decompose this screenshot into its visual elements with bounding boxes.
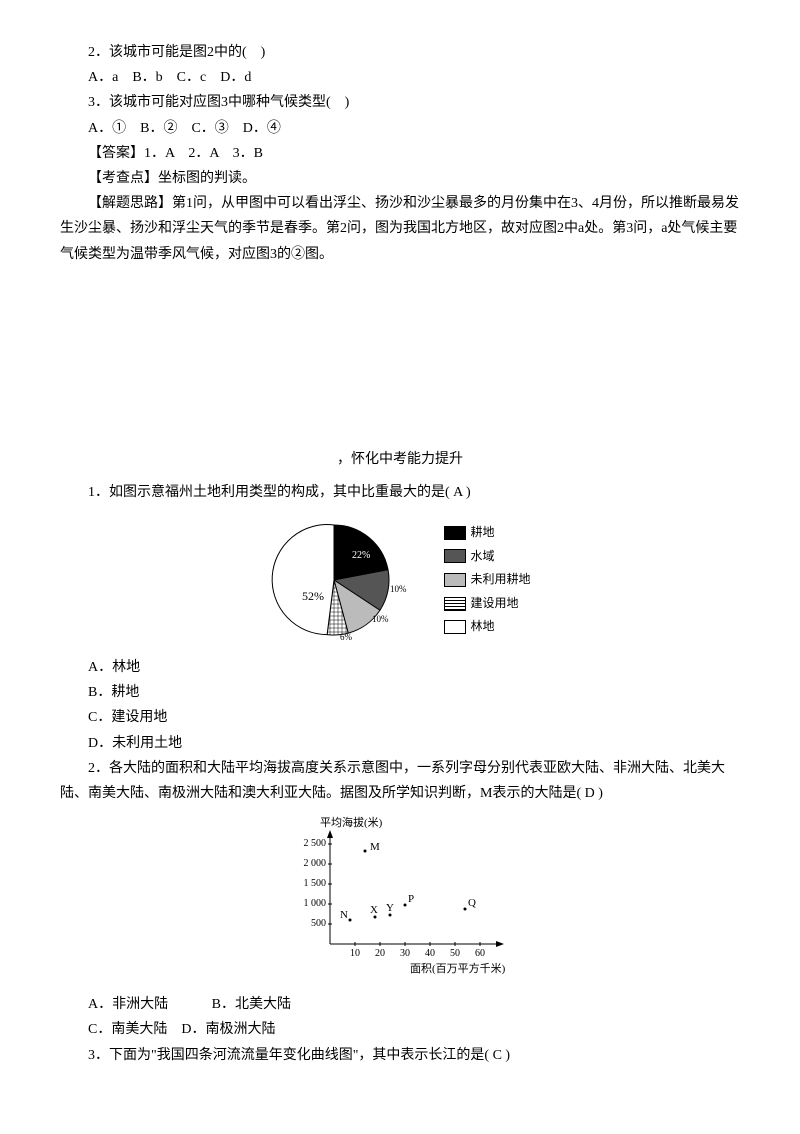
ytick: 500 <box>311 918 326 929</box>
xtick: 30 <box>400 948 410 959</box>
legend-label: 林地 <box>470 616 494 638</box>
pie-chart: 22% 10% 10% 6% 52% <box>269 515 429 645</box>
problem-2-text: 2．各大陆的面积和大陆平均海拔高度关系示意图中，一系列字母分别代表亚欧大陆、非洲… <box>60 756 740 806</box>
point-label: X <box>370 904 378 916</box>
xtick: 60 <box>475 948 485 959</box>
opt-b: B．北美大陆 <box>212 997 291 1012</box>
xtick: 10 <box>350 948 360 959</box>
problem-1-opt-b: B．耕地 <box>60 680 740 705</box>
legend-label: 建设用地 <box>470 593 518 615</box>
question-2-options: A．a B．b C．c D．d <box>60 65 740 90</box>
pie-label-10a: 10% <box>390 584 407 594</box>
problem-1-opt-c: C．建设用地 <box>60 705 740 730</box>
legend-item: 林地 <box>444 616 530 638</box>
xtick: 40 <box>425 948 435 959</box>
problem-1-opt-d: D．未利用土地 <box>60 731 740 756</box>
ytick: 2 500 <box>304 838 327 849</box>
scatter-xlabel: 面积(百万平方千米) <box>410 961 506 975</box>
question-2: 2．该城市可能是图2中的( ) <box>60 40 740 65</box>
pie-label-10b: 10% <box>372 614 389 624</box>
legend-label: 耕地 <box>470 522 494 544</box>
answer-line: 【答案】1．A 2．A 3．B <box>60 141 740 166</box>
legend-label: 未利用耕地 <box>470 569 530 591</box>
legend-label: 水域 <box>470 546 494 568</box>
problem-1-opt-a: A．林地 <box>60 655 740 680</box>
xtick: 50 <box>450 948 460 959</box>
pie-label-6: 6% <box>340 632 353 642</box>
scatter-chart: 平均海拔(米) 500 1 000 1 500 2 000 2 500 10 2… <box>270 814 530 984</box>
explanation: 【解题思路】第1问，从甲图中可以看出浮尘、扬沙和沙尘暴最多的月份集中在3、4月份… <box>60 191 740 267</box>
problem-2-opts-row1: A．非洲大陆 B．北美大陆 <box>60 992 740 1017</box>
ytick: 1 500 <box>304 878 327 889</box>
exam-point: 【考查点】坐标图的判读。 <box>60 166 740 191</box>
question-3-options: A．① B．② C．③ D．④ <box>60 116 740 141</box>
legend-item: 未利用耕地 <box>444 569 530 591</box>
pie-chart-container: 22% 10% 10% 6% 52% 耕地 水域 未利用耕地 建设用地 林地 <box>60 515 740 645</box>
legend-item: 建设用地 <box>444 593 530 615</box>
problem-2-opts-row2: C．南美大陆 D．南极洲大陆 <box>60 1017 740 1042</box>
pie-label-22: 22% <box>352 550 370 561</box>
pie-label-52: 52% <box>302 589 324 603</box>
legend-item: 水域 <box>444 546 530 568</box>
point-label: M <box>370 841 380 853</box>
point-label: N <box>340 909 348 921</box>
problem-3-text: 3．下面为"我国四条河流流量年变化曲线图"，其中表示长江的是( C ) <box>60 1043 740 1068</box>
opt-a: A．非洲大陆 <box>88 997 168 1012</box>
pie-legend: 耕地 水域 未利用耕地 建设用地 林地 <box>444 520 530 640</box>
legend-item: 耕地 <box>444 522 530 544</box>
point-label: P <box>408 893 414 905</box>
scatter-ylabel: 平均海拔(米) <box>320 815 383 829</box>
ytick: 1 000 <box>304 898 327 909</box>
question-3: 3．该城市可能对应图3中哪种气候类型( ) <box>60 90 740 115</box>
point-label: Y <box>386 902 394 914</box>
ytick: 2 000 <box>304 858 327 869</box>
point-label: Q <box>468 897 476 909</box>
problem-1-text: 1．如图示意福州土地利用类型的构成，其中比重最大的是( A ) <box>60 480 740 505</box>
section-title: ，怀化中考能力提升 <box>60 447 740 472</box>
scatter-chart-container: 平均海拔(米) 500 1 000 1 500 2 000 2 500 10 2… <box>60 814 740 984</box>
xtick: 20 <box>375 948 385 959</box>
